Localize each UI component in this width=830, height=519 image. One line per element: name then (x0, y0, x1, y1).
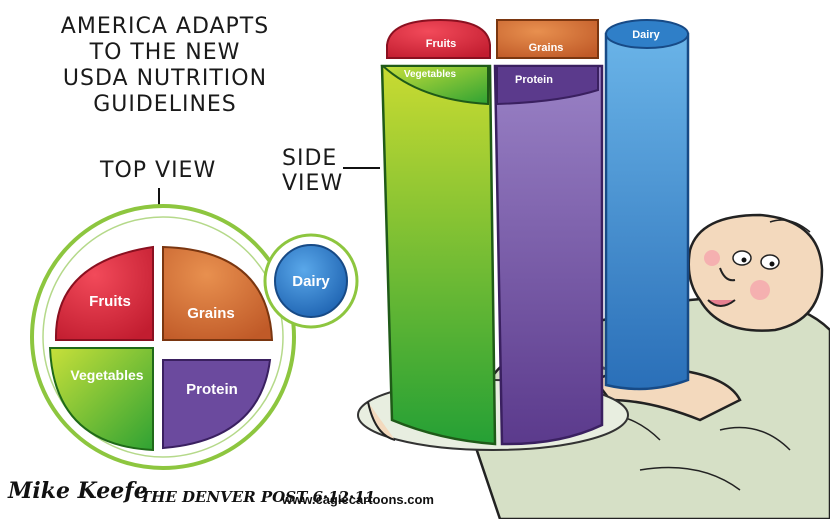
website-credit: www.caglecartoons.com (282, 492, 434, 507)
side-view-label-line-2: VIEW (282, 171, 344, 196)
artist-signature: Mike Keefe (8, 478, 148, 504)
side-vegetables-label: Vegetables (404, 69, 457, 80)
top-grains-label: Grains (187, 305, 235, 322)
headline-line-3: USDA NUTRITION (62, 66, 268, 91)
top-fruits-label: Fruits (89, 293, 131, 310)
side-dairy-label: Dairy (632, 29, 660, 41)
side-view-label: SIDE VIEW (282, 146, 343, 196)
top-vegetables-label: Vegetables (70, 367, 143, 383)
side-grains-label: Grains (529, 42, 564, 54)
headline: AMERICA ADAPTS TO THE NEW USDA NUTRITION… (40, 14, 290, 118)
top-dairy-label: Dairy (292, 273, 330, 290)
headline-line-4: GUIDELINES (93, 92, 237, 117)
newspaper-credit: THE DENVER POST 6·12·11 (140, 488, 376, 506)
side-fruits-label: Fruits (426, 38, 457, 50)
headline-line-2: TO THE NEW (89, 40, 241, 65)
side-view-columns: Fruits Grains Vegetables Protein Dairy (380, 18, 690, 446)
top-view-label: TOP VIEW (100, 158, 217, 183)
headline-line-1: AMERICA ADAPTS (60, 14, 270, 39)
top-protein-label: Protein (186, 381, 238, 398)
side-view-label-line-1: SIDE (282, 146, 338, 171)
top-view-plate: Fruits Grains Vegetables Protein Dairy (30, 204, 359, 470)
side-protein-label: Protein (515, 74, 553, 86)
hand-left (367, 401, 396, 441)
